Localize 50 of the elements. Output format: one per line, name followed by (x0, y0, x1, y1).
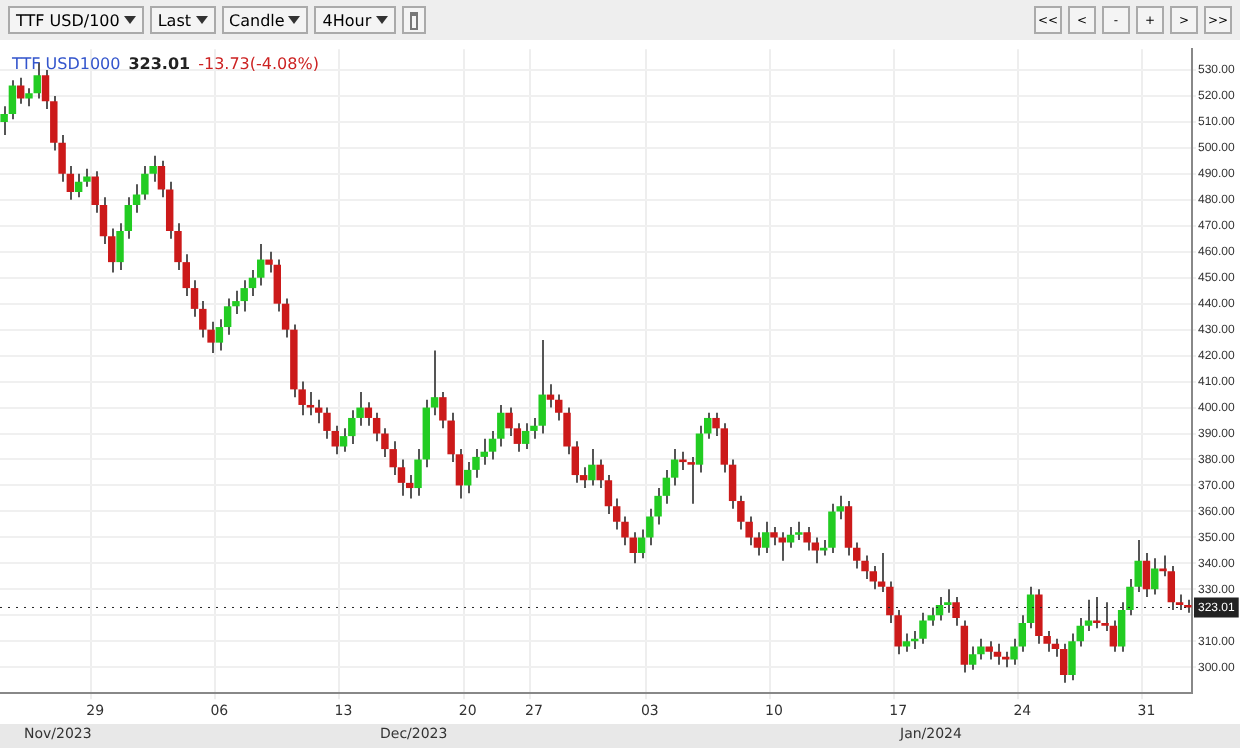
candlestick (1035, 588, 1043, 645)
candlestick (629, 531, 637, 565)
text: TTF USD/100 (16, 10, 120, 32)
candlestick (306, 390, 315, 417)
candlestick (919, 611, 927, 645)
candlestick (505, 406, 513, 438)
candlestick (927, 606, 935, 627)
candlestick (902, 632, 911, 653)
candlestick (364, 401, 373, 427)
candlestick (1059, 642, 1068, 684)
text: Candle (229, 10, 285, 32)
candlestick (588, 448, 596, 487)
candlestick (16, 76, 25, 105)
candlestick (770, 526, 778, 547)
candlestick (538, 339, 546, 435)
candlestick (952, 596, 960, 627)
candlestick (935, 596, 944, 622)
candlestick (761, 520, 770, 554)
candlestick (314, 398, 323, 425)
candlestick (803, 526, 811, 552)
candlestick (331, 424, 339, 456)
candlestick (546, 383, 555, 409)
candlestick (323, 406, 331, 440)
annotation: 323.01 (128, 55, 192, 74)
candlestick (778, 531, 786, 562)
annotation: -13.73(-4.08%) (198, 55, 319, 74)
text: Last (157, 10, 192, 32)
candlestick (240, 279, 248, 313)
candlestick (985, 640, 993, 661)
candlestick (993, 642, 1002, 666)
candlestick (1151, 557, 1159, 596)
candlestick (687, 455, 695, 505)
candlestick (1068, 632, 1076, 682)
candlestick (348, 409, 356, 445)
candlestick (828, 502, 836, 554)
candlestick (844, 500, 853, 557)
chart-title: TTF USD1000 (10, 55, 121, 74)
candlestick (968, 645, 977, 671)
candlestick (25, 87, 33, 108)
candlestick (1167, 564, 1176, 612)
candlestick (944, 588, 952, 614)
candlestick (521, 422, 530, 451)
candlestick (74, 172, 83, 199)
candlestick (960, 619, 969, 674)
text: 4Hour (322, 10, 372, 32)
candlestick (795, 520, 803, 541)
candlestick (679, 450, 687, 471)
candlestick (463, 461, 472, 495)
candlestick (1093, 596, 1101, 630)
candlestick (869, 564, 878, 591)
